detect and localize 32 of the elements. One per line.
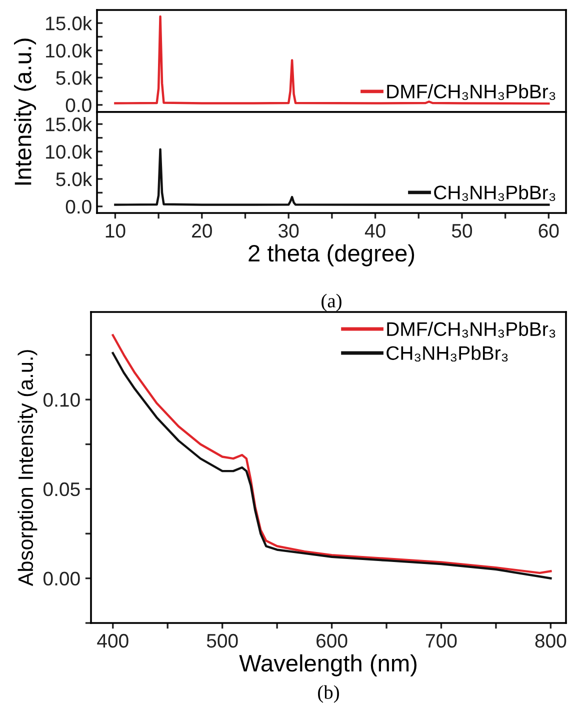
- x-tick-label: 10: [106, 224, 126, 238]
- x-axis-title: 2 theta (degree): [248, 244, 414, 266]
- x-tick-label: 700: [426, 634, 457, 648]
- x-tick-label: 800: [535, 634, 566, 648]
- legend-label: DMF/CH₃NH₃PbBr₃: [387, 84, 556, 100]
- x-axis-title: Wavelength (nm): [239, 654, 416, 676]
- y-axis-title: Intensity (a.u.): [14, 38, 36, 185]
- y-tick-label: 15.0k: [46, 117, 92, 132]
- x-tick-label: 30: [278, 224, 299, 238]
- legend-label: CH₃NH₃PbBr₃: [386, 346, 508, 362]
- y-tick-label: 15.0k: [46, 16, 92, 30]
- x-tick-label: 40: [364, 224, 386, 238]
- text: (a): [322, 294, 342, 312]
- y-tick-label: 0.10: [44, 393, 80, 407]
- x-tick-label: 60: [538, 224, 559, 238]
- y-tick-label: 0.00: [44, 572, 80, 586]
- text: (b): [318, 685, 339, 703]
- x-tick-label: 400: [97, 634, 128, 648]
- y-tick-label: 10.0k: [46, 43, 92, 58]
- y-tick-label: 5.0k: [56, 172, 92, 186]
- y-tick-label: 10.0k: [46, 144, 92, 159]
- x-tick-label: 50: [452, 224, 472, 238]
- legend-label: CH₃NH₃PbBr₃: [434, 185, 556, 202]
- x-tick-label: 500: [206, 634, 238, 648]
- y-tick-label: 0.0: [66, 98, 92, 112]
- x-tick-label: 20: [192, 224, 212, 238]
- y-axis-title: Absorption Intensity (a.u.): [18, 350, 38, 586]
- x-tick-label: 600: [316, 634, 348, 648]
- y-tick-label: 5.0k: [56, 70, 92, 85]
- y-tick-label: 0.05: [44, 482, 80, 496]
- y-tick-label: 0.0: [66, 200, 92, 214]
- legend-label: DMF/CH₃NH₃PbBr₃: [387, 322, 556, 338]
